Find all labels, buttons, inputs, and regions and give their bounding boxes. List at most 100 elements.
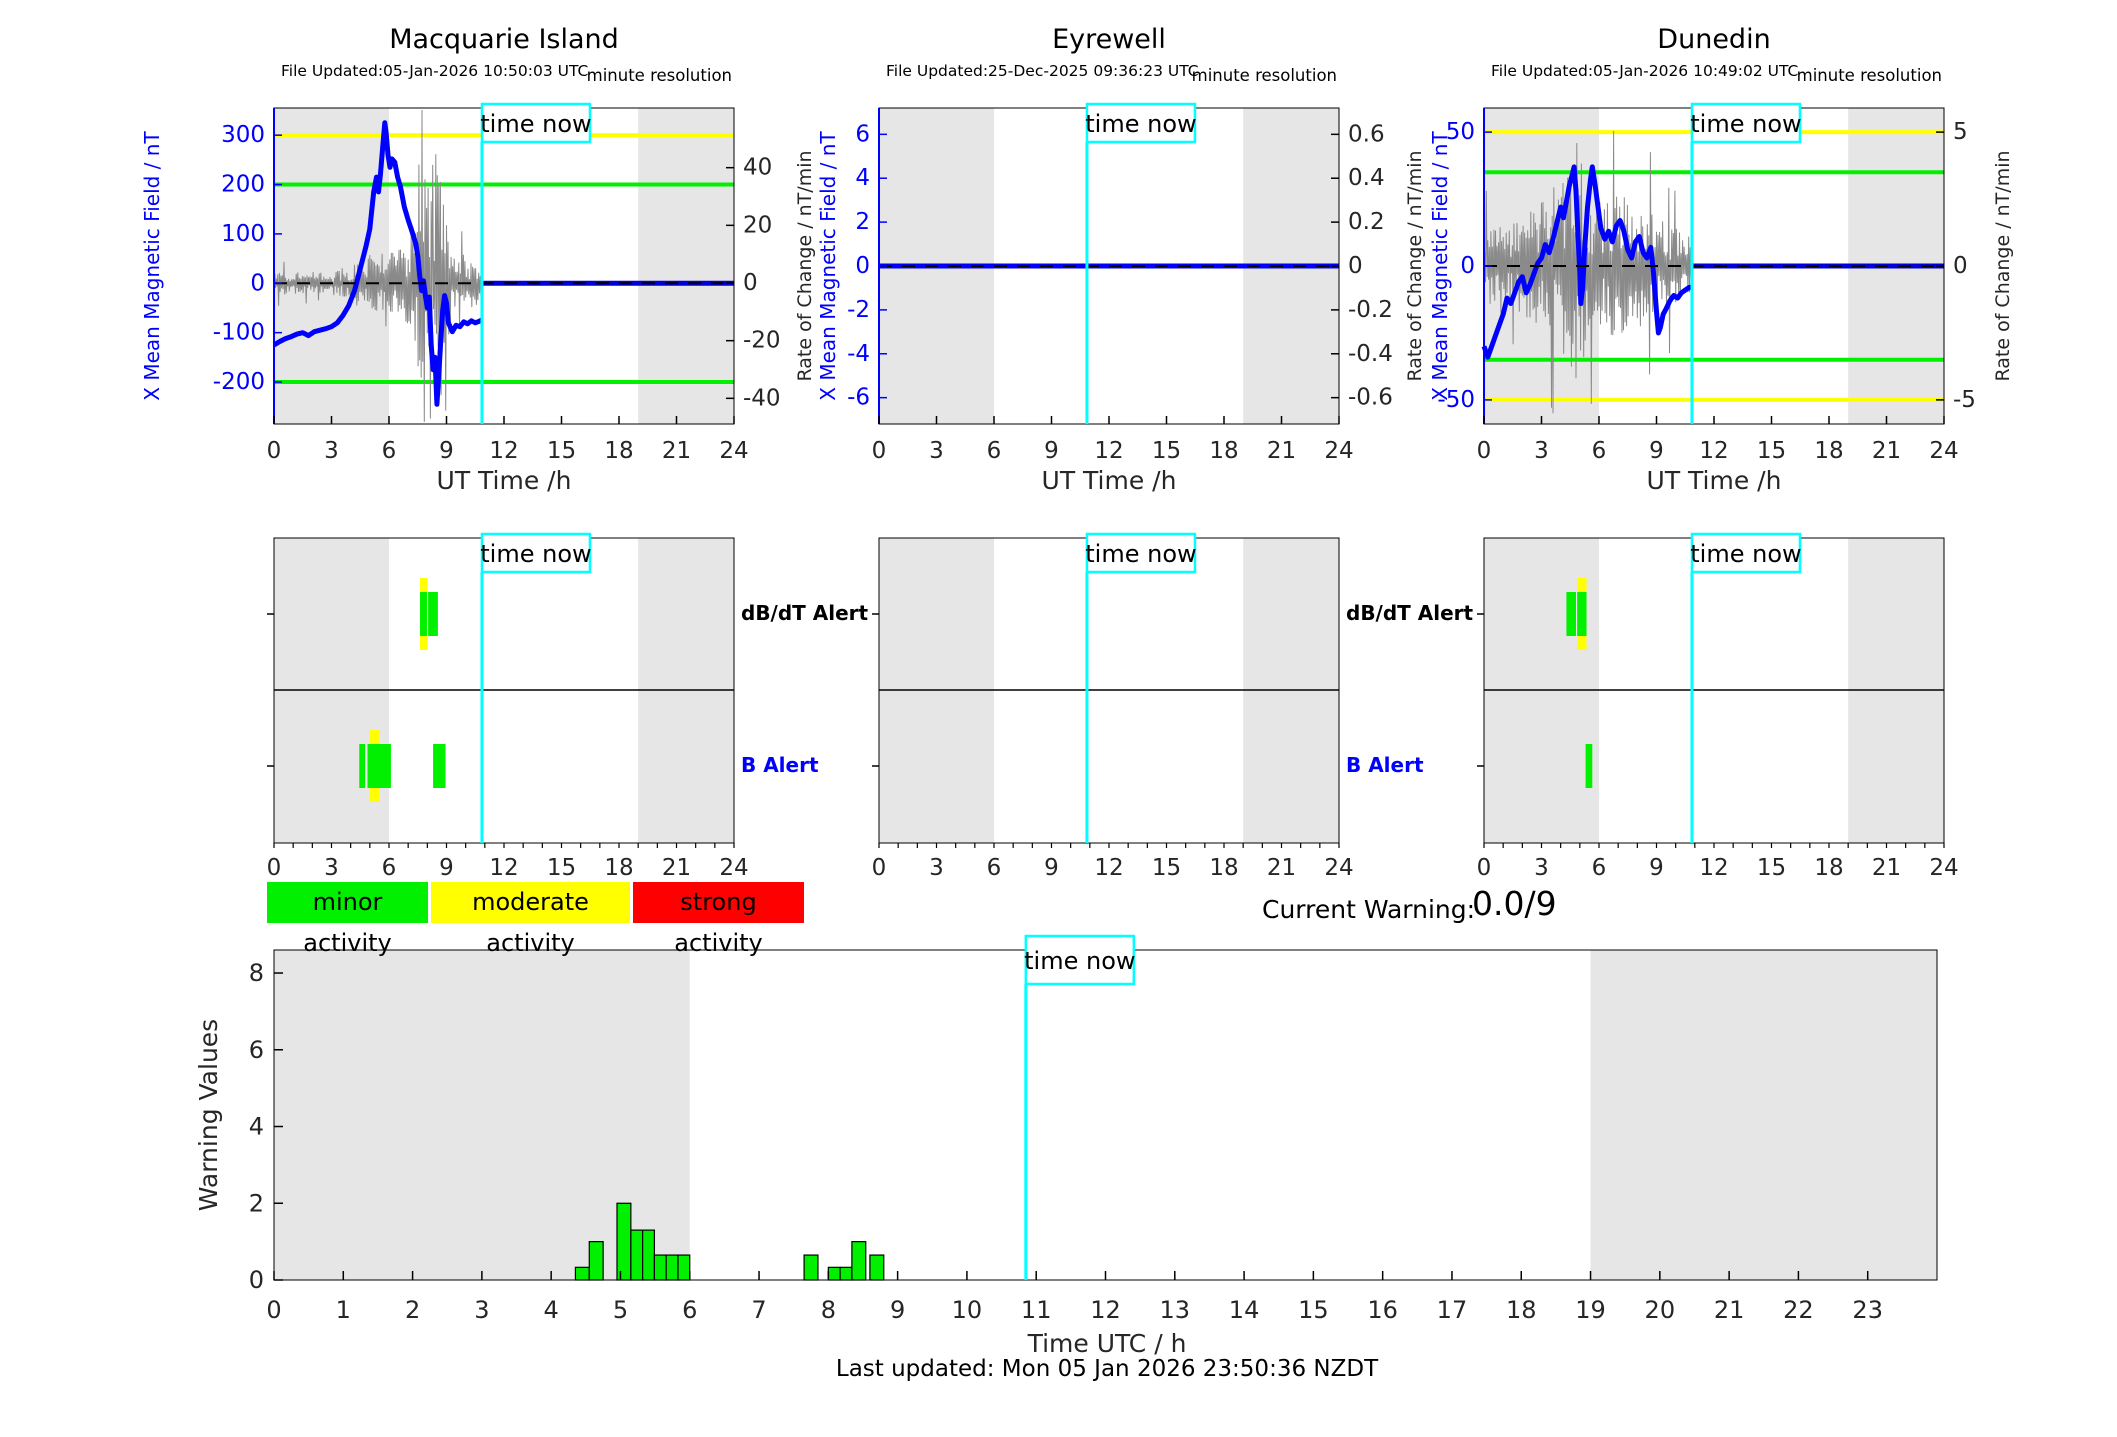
warning-value-bar: [839, 1266, 853, 1281]
alert-x-tick-label: 15: [547, 855, 576, 881]
x-tick-label: 18: [604, 438, 633, 464]
warning-x-tick-label: 3: [474, 1296, 489, 1324]
alert-x-tick-label: 6: [1592, 855, 1607, 881]
alert-x-tick-label: 18: [1209, 855, 1238, 881]
b-alert-bar-minor: [367, 744, 391, 788]
x-tick-label: 6: [1592, 438, 1607, 464]
last-updated-text: Last updated: Mon 05 Jan 2026 23:50:36 N…: [835, 1356, 1379, 1382]
alert-x-tick-label: 3: [324, 855, 339, 881]
y-right-label-macquarie: Rate of Change / nT/min: [794, 150, 816, 382]
alert-x-tick-label: 3: [929, 855, 944, 881]
legend-moderate-activity: moderate activity: [431, 882, 630, 957]
warning-y-tick-label: 8: [249, 959, 264, 987]
warning-value-bar: [827, 1266, 841, 1281]
x-tick-label: 12: [1094, 438, 1123, 464]
alert-x-tick-label: 24: [1929, 855, 1958, 881]
warning-x-tick-label: 17: [1437, 1296, 1468, 1324]
y-right-tick-label: 0.6: [1348, 121, 1385, 147]
warning-x-tick-label: 15: [1298, 1296, 1329, 1324]
time-now-top-0-label: time now: [480, 110, 591, 138]
y-left-tick-label: 0: [855, 253, 870, 279]
x-tick-label: 6: [382, 438, 397, 464]
x-tick-label: 24: [1929, 438, 1958, 464]
x-tick-label: 9: [439, 438, 454, 464]
night-band: [638, 108, 734, 424]
alert-x-tick-label: 3: [1534, 855, 1549, 881]
y-left-tick-label: 0: [250, 270, 265, 296]
alert-x-tick-label: 18: [1814, 855, 1843, 881]
warning-x-tick-label: 11: [1021, 1296, 1052, 1324]
warning-x-tick-label: 16: [1367, 1296, 1398, 1324]
alert-x-tick-label: 24: [1324, 855, 1353, 881]
x-tick-label: 3: [324, 438, 339, 464]
warning-value-bar: [851, 1241, 867, 1281]
time-now-mid-2-label: time now: [1690, 540, 1801, 568]
y-left-label-eyrewell: X Mean Magnetic Field / nT: [816, 131, 840, 401]
x-label-dunedin: UT Time /h: [1646, 466, 1782, 495]
resolution-note-eyrewell: minute resolution: [1191, 66, 1337, 85]
y-left-tick-label: 100: [221, 221, 265, 247]
y-right-tick-label: 0: [1348, 253, 1363, 279]
x-label-eyrewell: UT Time /h: [1041, 466, 1177, 495]
warning-value-bar: [642, 1229, 656, 1281]
y-left-tick-label: 4: [855, 165, 870, 191]
warning-value-bar: [653, 1254, 667, 1281]
warning-x-tick-label: 2: [405, 1296, 420, 1324]
warning-x-tick-label: 10: [952, 1296, 983, 1324]
x-label-macquarie: UT Time /h: [436, 466, 572, 495]
x-tick-label: 15: [1757, 438, 1786, 464]
x-tick-label: 3: [929, 438, 944, 464]
alert-x-tick-label: 15: [1757, 855, 1786, 881]
y-right-tick-label: -5: [1953, 387, 1976, 413]
x-tick-label: 18: [1814, 438, 1843, 464]
resolution-note-macquarie: minute resolution: [586, 66, 732, 85]
alert-x-tick-label: 9: [1044, 855, 1059, 881]
y-right-label-eyrewell: Rate of Change / nT/min: [1404, 150, 1426, 382]
time-now-mid-2-box: [1690, 532, 1802, 574]
warning-y-tick-label: 0: [249, 1266, 264, 1294]
alert-x-tick-label: 15: [1152, 855, 1181, 881]
b-alert-bar-minor: [433, 744, 446, 788]
alert-x-tick-label: 18: [604, 855, 633, 881]
warning-x-tick-label: 13: [1160, 1296, 1191, 1324]
alert-x-tick-label: 21: [1267, 855, 1296, 881]
warning-y-tick-label: 4: [249, 1113, 264, 1141]
x-tick-label: 24: [719, 438, 748, 464]
x-tick-label: 12: [489, 438, 518, 464]
warning-value-bar: [677, 1254, 691, 1281]
warning-x-tick-label: 1: [336, 1296, 351, 1324]
file-updated-macquarie: File Updated:05-Jan-2026 10:50:03 UTC: [281, 62, 589, 80]
station-title-eyrewell: Eyrewell: [1052, 24, 1166, 55]
mean-field-line: [272, 120, 484, 407]
y-right-tick-label: -20: [743, 328, 781, 354]
alert-x-tick-label: 0: [267, 855, 282, 881]
time-now-top-2-box: [1690, 102, 1802, 144]
mean-field-line: [1481, 164, 1692, 360]
time-now-top-1-box: [1085, 102, 1197, 144]
time-now-mid-0-label: time now: [480, 540, 591, 568]
x-tick-label: 21: [662, 438, 691, 464]
night-band: [1590, 950, 1937, 1280]
current-warning-value: 0.0/9: [1472, 884, 1557, 923]
warning-value-bar: [630, 1229, 644, 1281]
warning-value-bar: [803, 1254, 819, 1281]
warning-value-bar: [616, 1202, 632, 1281]
alert-x-tick-label: 6: [382, 855, 397, 881]
x-tick-label: 12: [1699, 438, 1728, 464]
x-tick-label: 15: [547, 438, 576, 464]
alert-x-tick-label: 12: [489, 855, 518, 881]
y-right-tick-label: 20: [743, 212, 772, 238]
dbdt-alert-bar-minor: [420, 592, 427, 636]
warning-value-bar: [588, 1241, 604, 1281]
resolution-note-dunedin: minute resolution: [1796, 66, 1942, 85]
y-right-tick-label: 5: [1953, 119, 1968, 145]
dbdt-alert-label-2: dB/dT Alert: [1346, 601, 1474, 625]
y-right-tick-label: 0: [743, 270, 758, 296]
alert-x-tick-label: 9: [1649, 855, 1664, 881]
alert-x-tick-label: 0: [872, 855, 887, 881]
file-updated-eyrewell: File Updated:25-Dec-2025 09:36:23 UTC: [886, 62, 1199, 80]
y-left-tick-label: 0: [1460, 253, 1475, 279]
time-now-mid-1-label: time now: [1085, 540, 1196, 568]
